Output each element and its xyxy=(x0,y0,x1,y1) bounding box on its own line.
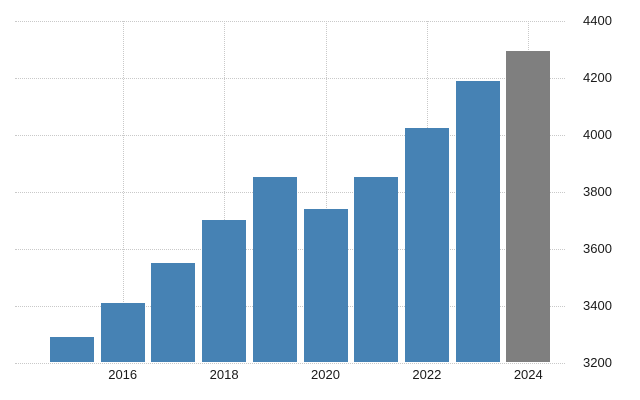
y-tick-label: 3400 xyxy=(583,297,612,313)
y-tick-label: 3200 xyxy=(583,354,612,370)
gridline-vertical xyxy=(122,20,124,363)
gridline-horizontal xyxy=(15,362,565,364)
bar-2017[interactable] xyxy=(151,262,196,363)
bar-2020[interactable] xyxy=(303,208,348,363)
gridline-horizontal xyxy=(15,77,565,79)
x-tick-label: 2018 xyxy=(209,367,239,382)
bar-2018[interactable] xyxy=(202,220,247,363)
x-tick-label: 2022 xyxy=(412,367,442,382)
bar-2015[interactable] xyxy=(50,336,94,363)
y-tick-label: 4200 xyxy=(583,69,612,85)
y-tick-label: 3600 xyxy=(583,240,612,256)
bar-2019[interactable] xyxy=(252,177,297,363)
y-tick-label: 3800 xyxy=(583,183,612,199)
gridline-vertical xyxy=(325,20,327,363)
gridline-horizontal xyxy=(15,20,565,22)
y-tick-label: 4400 xyxy=(583,12,612,28)
bar-2024[interactable] xyxy=(506,50,551,363)
bar-2016[interactable] xyxy=(100,302,145,363)
x-tick-label: 2020 xyxy=(311,367,340,382)
bar-2021[interactable] xyxy=(354,177,399,363)
y-tick-label: 4000 xyxy=(583,126,612,142)
gridline-horizontal xyxy=(15,134,565,136)
gridline-vertical xyxy=(224,20,226,363)
bar-2022[interactable] xyxy=(404,127,449,363)
x-tick-label: 2016 xyxy=(108,367,138,382)
x-tick-label: 2024 xyxy=(513,367,543,382)
bar-2023[interactable] xyxy=(455,80,500,363)
